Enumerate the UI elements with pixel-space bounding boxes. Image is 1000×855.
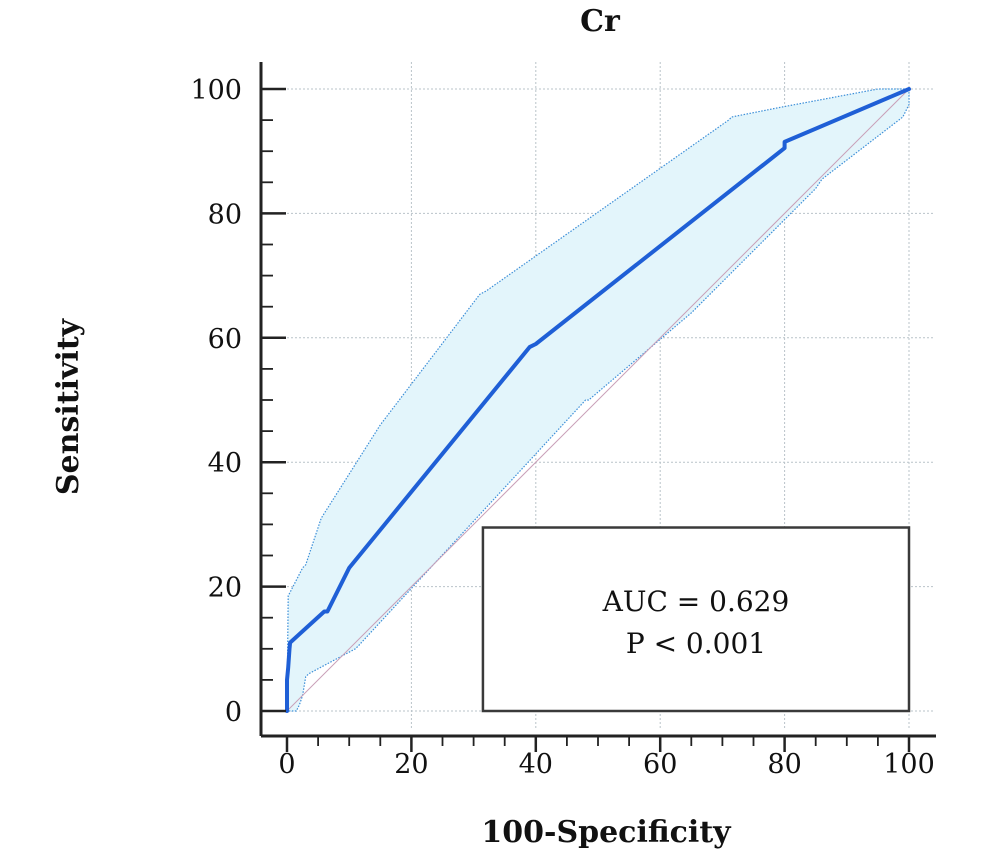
y-axis-label: Sensitivity xyxy=(51,317,86,495)
y-tick-label-60: 60 xyxy=(208,324,242,355)
axes: 0 20 40 60 80 100 0 20 40 60 80 100 xyxy=(190,62,936,780)
y-tick-label-20: 20 xyxy=(208,573,242,604)
y-tick-label-100: 100 xyxy=(190,75,242,106)
x-tick-label-20: 20 xyxy=(394,749,428,780)
y-tick-label-40: 40 xyxy=(208,448,242,479)
reference-diagonal-line xyxy=(286,88,910,712)
y-tick-label-80: 80 xyxy=(208,199,242,230)
roc-curve-line xyxy=(285,87,911,713)
p-value-label: P < 0.001 xyxy=(626,627,766,660)
x-axis-label: 100-Specificity xyxy=(481,815,732,850)
x-tick-label-60: 60 xyxy=(643,749,677,780)
x-tick-label-0: 0 xyxy=(278,749,295,780)
auc-label: AUC = 0.629 xyxy=(602,585,790,618)
y-tick-label-0: 0 xyxy=(225,697,242,728)
annotation-box: AUC = 0.629 P < 0.001 xyxy=(481,526,911,713)
annotation-box-frame xyxy=(481,526,911,713)
x-tick-label-40: 40 xyxy=(519,749,553,780)
chart-title: Cr xyxy=(580,4,621,39)
x-tick-label-100: 100 xyxy=(883,749,935,780)
x-tick-label-80: 80 xyxy=(767,749,801,780)
